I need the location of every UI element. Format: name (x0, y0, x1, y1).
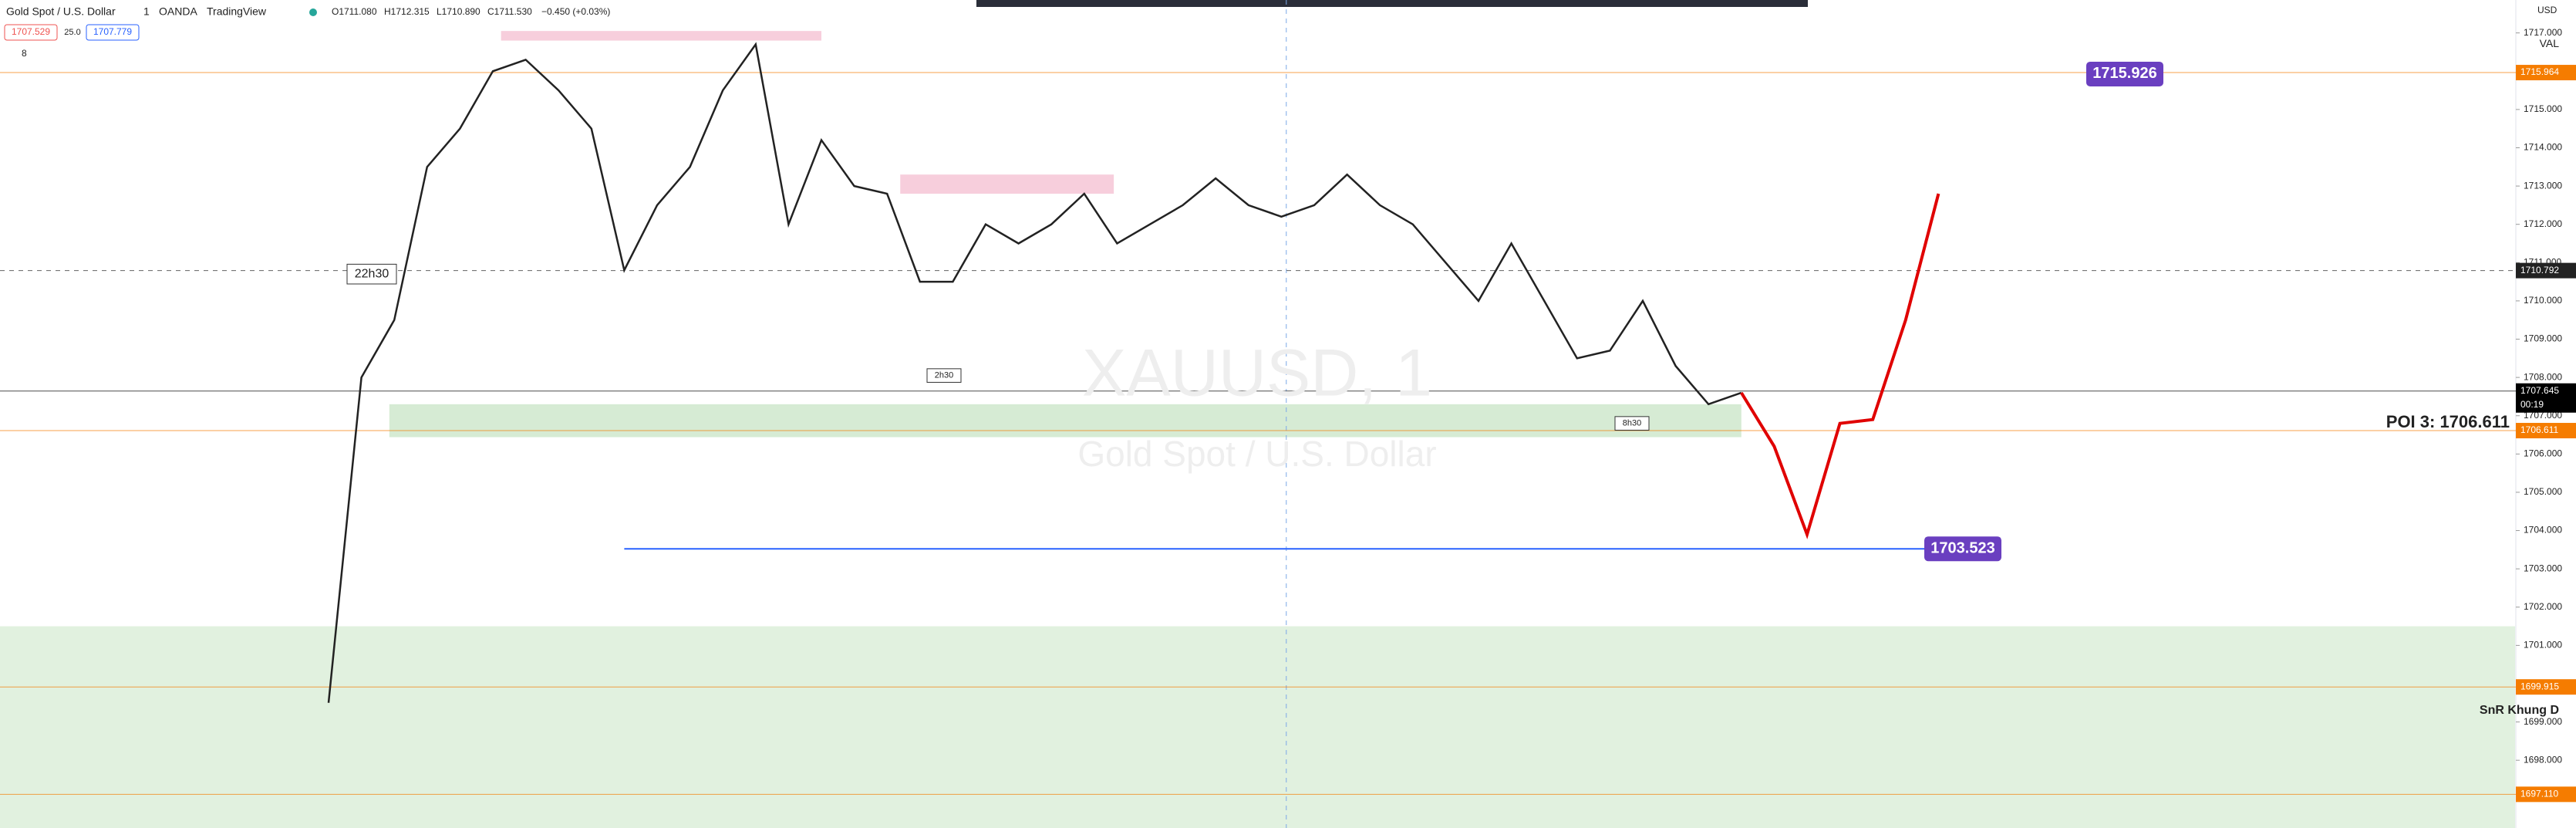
y-tick-label: 1708.000 (2524, 371, 2562, 382)
countdown: 00:19 (2520, 399, 2544, 410)
platform: TradingView (207, 5, 267, 18)
zone (900, 174, 1114, 194)
annotation: 2h30 (935, 371, 953, 380)
annotation: 8h30 (1623, 419, 1641, 428)
price-tag (2516, 262, 2576, 279)
time-label-box (926, 368, 962, 383)
ohlc-close: C1711.530 (487, 6, 532, 17)
symbol[interactable]: Gold Spot / U.S. Dollar (6, 5, 116, 18)
zone (0, 626, 2516, 828)
target-label: 1703.523 (1930, 539, 1994, 556)
price-tag-label: 1715.964 (2520, 66, 2559, 77)
price-tag (2516, 786, 2576, 803)
currency[interactable]: USD (2537, 5, 2557, 15)
target-label: 1715.926 (2092, 65, 2156, 82)
target-box (1924, 536, 2001, 562)
watermark-subtitle: Gold Spot / U.S. Dollar (1077, 434, 1436, 474)
spread: 25.0 (64, 28, 80, 37)
ohlc-open: O1711.080 (332, 6, 377, 17)
y-tick-label: 1699.000 (2524, 716, 2562, 727)
price-tag-label: 1706.611 (2520, 424, 2558, 435)
price-tag (2516, 679, 2576, 695)
projection-line (1740, 193, 1940, 539)
bid: 1707.529 (12, 26, 50, 37)
toolbar[interactable] (976, 0, 1808, 7)
y-tick-label: 1714.000 (2524, 142, 2562, 153)
ohlc-low: L1710.890 (437, 6, 480, 17)
change: −0.450 (+0.03%) (541, 6, 610, 17)
ask: 1707.779 (93, 26, 132, 37)
interval[interactable]: 1 (143, 5, 150, 18)
bid-box[interactable] (4, 24, 58, 41)
indicators-count[interactable]: 8 (22, 48, 27, 59)
y-tick-label: 1698.000 (2524, 754, 2562, 765)
y-tick-label: 1712.000 (2524, 218, 2562, 229)
status-dot (309, 8, 317, 16)
price-tag (2516, 65, 2576, 81)
watermark: XAUUSD, 1 (1082, 336, 1432, 411)
y-tick-label: 1710.000 (2524, 295, 2562, 306)
y-tick-label: 1717.000 (2524, 27, 2562, 38)
price-tag-label: 1707.645 (2520, 385, 2559, 396)
price-tag-label: 1699.915 (2520, 681, 2559, 691)
annotation: 22h30 (355, 267, 389, 280)
y-tick-label: 1706.000 (2524, 448, 2562, 459)
annotation: VAL (2540, 37, 2560, 49)
y-tick-label: 1703.000 (2524, 563, 2562, 573)
broker: OANDA (159, 5, 197, 18)
y-tick-label: 1713.000 (2524, 180, 2562, 191)
zone (389, 404, 1741, 438)
header: Gold Spot / U.S. Dollar 1 OANDA TradingV… (4, 5, 2557, 59)
price-tag (2516, 383, 2576, 413)
price-line (327, 42, 1742, 703)
time-label-box (346, 263, 397, 285)
price-tag (2516, 423, 2576, 439)
y-tick-label: 1705.000 (2524, 486, 2562, 497)
y-tick-label: 1704.000 (2524, 525, 2562, 536)
annotation: POI 3: 1706.611 (2386, 412, 2510, 431)
target-box (2086, 61, 2163, 86)
y-tick-label: 1701.000 (2524, 640, 2562, 651)
ask-box[interactable] (86, 24, 140, 41)
y-tick-label: 1715.000 (2524, 103, 2562, 114)
y-tick-label: 1702.000 (2524, 601, 2562, 612)
price-tag-label: 1697.110 (2520, 789, 2558, 799)
zone (501, 31, 821, 41)
price-tag-label: 1710.792 (2520, 265, 2559, 275)
time-label-box (1614, 416, 1650, 431)
annotation: SnR Khung D (2480, 704, 2559, 717)
ohlc-high: H1712.315 (384, 6, 430, 17)
y-tick-label: 1709.000 (2524, 333, 2562, 344)
